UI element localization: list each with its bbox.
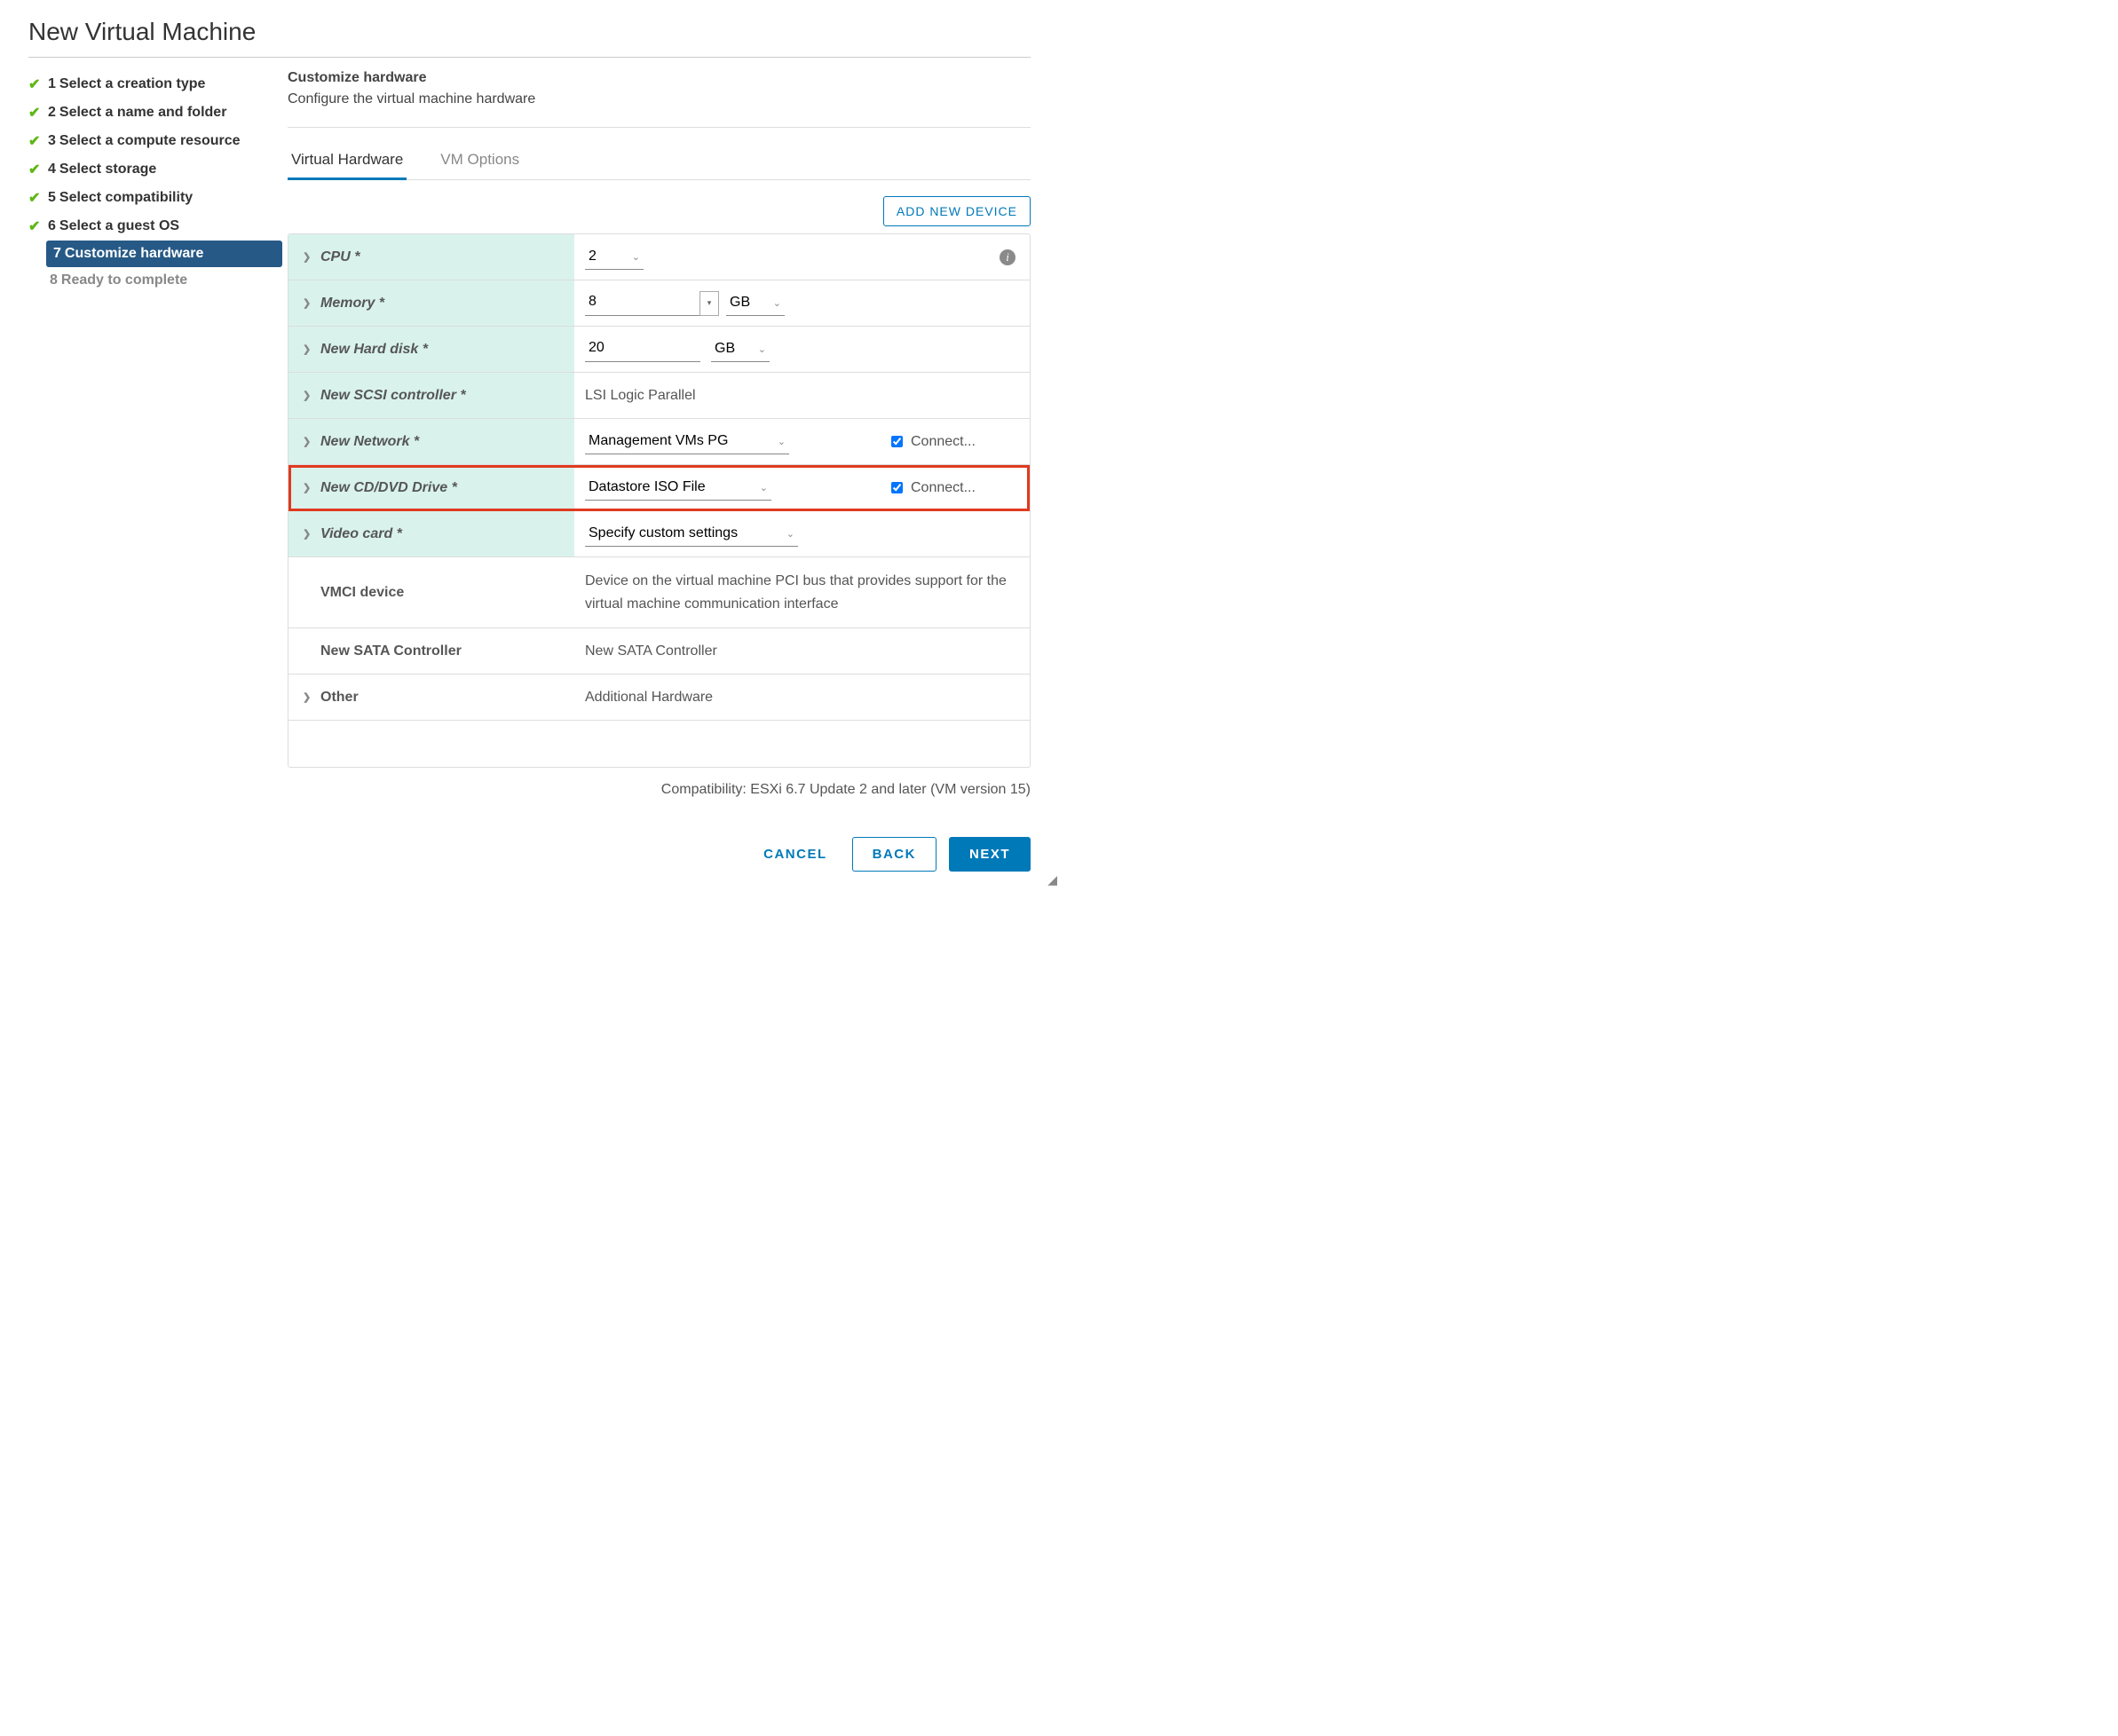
new-vm-dialog: New Virtual Machine ✔ 1 Select a creatio… bbox=[0, 0, 1059, 889]
other-value: Additional Hardware bbox=[574, 675, 1030, 720]
check-icon: ✔ bbox=[28, 161, 48, 178]
row-vmci: VMCI device Device on the virtual machin… bbox=[288, 557, 1030, 628]
tab-vm-options[interactable]: VM Options bbox=[437, 142, 523, 179]
cancel-button[interactable]: CANCEL bbox=[751, 838, 840, 871]
video-card-select[interactable]: Specify custom settings bbox=[585, 522, 798, 547]
connect-label: Connect... bbox=[911, 480, 976, 496]
row-video-card: ❯ Video card * Specify custom settings ⌄ bbox=[288, 511, 1030, 557]
step-6[interactable]: ✔ 6 Select a guest OS bbox=[28, 212, 282, 241]
cd-dvd-label: New CD/DVD Drive * bbox=[320, 480, 457, 496]
network-label: New Network * bbox=[320, 434, 419, 450]
cpu-label: CPU * bbox=[320, 249, 360, 265]
connect-label: Connect... bbox=[911, 434, 976, 450]
add-new-device-button[interactable]: ADD NEW DEVICE bbox=[883, 196, 1031, 226]
check-icon: ✔ bbox=[28, 104, 48, 122]
hardware-table: ❯ CPU * 2 ⌄ i bbox=[288, 233, 1031, 768]
check-icon: ✔ bbox=[28, 189, 48, 207]
tab-virtual-hardware[interactable]: Virtual Hardware bbox=[288, 142, 407, 180]
row-cpu: ❯ CPU * 2 ⌄ i bbox=[288, 234, 1030, 280]
chevron-right-icon[interactable]: ❯ bbox=[303, 297, 310, 309]
step-1[interactable]: ✔ 1 Select a creation type bbox=[28, 70, 282, 99]
chevron-right-icon[interactable]: ❯ bbox=[303, 436, 310, 447]
dialog-footer: CANCEL BACK NEXT bbox=[28, 837, 1031, 872]
check-icon: ✔ bbox=[28, 75, 48, 93]
row-hard-disk: ❯ New Hard disk * GB ⌄ bbox=[288, 327, 1030, 373]
table-footer-blank bbox=[288, 721, 1030, 767]
chevron-right-icon[interactable]: ❯ bbox=[303, 691, 310, 703]
step-2[interactable]: ✔ 2 Select a name and folder bbox=[28, 99, 282, 127]
network-connect-input[interactable] bbox=[891, 436, 903, 447]
resize-handle-icon[interactable]: ◢ bbox=[1047, 872, 1057, 888]
memory-label: Memory * bbox=[320, 296, 384, 312]
wizard-steps: ✔ 1 Select a creation type ✔ 2 Select a … bbox=[28, 70, 282, 798]
vmci-label: VMCI device bbox=[320, 585, 404, 601]
next-button[interactable]: NEXT bbox=[949, 837, 1031, 872]
network-select[interactable]: Management VMs PG bbox=[585, 430, 789, 454]
memory-spinner[interactable]: ▾ bbox=[699, 291, 719, 316]
compatibility-line: Compatibility: ESXi 6.7 Update 2 and lat… bbox=[288, 782, 1031, 798]
step-7[interactable]: 7 Customize hardware bbox=[46, 241, 282, 267]
check-icon: ✔ bbox=[28, 217, 48, 235]
back-button[interactable]: BACK bbox=[852, 837, 937, 872]
row-sata: New SATA Controller New SATA Controller bbox=[288, 628, 1030, 675]
chevron-right-icon[interactable]: ❯ bbox=[303, 528, 310, 540]
hard-disk-label: New Hard disk * bbox=[320, 342, 428, 358]
memory-input[interactable] bbox=[585, 290, 700, 316]
row-other: ❯ Other Additional Hardware bbox=[288, 675, 1030, 721]
disk-unit-select[interactable]: GB bbox=[711, 337, 770, 362]
row-scsi: ❯ New SCSI controller * LSI Logic Parall… bbox=[288, 373, 1030, 419]
cd-dvd-select[interactable]: Datastore ISO File bbox=[585, 476, 771, 501]
step-3[interactable]: ✔ 3 Select a compute resource bbox=[28, 127, 282, 155]
disk-size-input[interactable] bbox=[585, 336, 700, 362]
chevron-right-icon[interactable]: ❯ bbox=[303, 251, 310, 263]
cd-dvd-connect-checkbox[interactable]: Connect... bbox=[888, 479, 976, 496]
scsi-value: LSI Logic Parallel bbox=[574, 373, 888, 418]
cpu-select[interactable]: 2 bbox=[585, 245, 644, 270]
other-label: Other bbox=[320, 690, 359, 706]
chevron-right-icon[interactable]: ❯ bbox=[303, 343, 310, 355]
row-cd-dvd: ❯ New CD/DVD Drive * Datastore ISO File … bbox=[288, 465, 1030, 511]
step-4[interactable]: ✔ 4 Select storage bbox=[28, 155, 282, 184]
step-8: 8 Ready to complete bbox=[50, 267, 282, 294]
chevron-right-icon[interactable]: ❯ bbox=[303, 482, 310, 493]
vmci-value: Device on the virtual machine PCI bus th… bbox=[574, 557, 1030, 627]
step-5[interactable]: ✔ 5 Select compatibility bbox=[28, 184, 282, 212]
section-title: Customize hardware bbox=[288, 70, 1031, 86]
memory-unit-select[interactable]: GB bbox=[726, 291, 785, 316]
tabs: Virtual Hardware VM Options bbox=[288, 142, 1031, 180]
row-network: ❯ New Network * Management VMs PG ⌄ bbox=[288, 419, 1030, 465]
sata-label: New SATA Controller bbox=[320, 643, 462, 659]
cd-dvd-connect-input[interactable] bbox=[891, 482, 903, 493]
check-icon: ✔ bbox=[28, 132, 48, 150]
chevron-right-icon[interactable]: ❯ bbox=[303, 390, 310, 401]
info-icon[interactable]: i bbox=[1000, 249, 1016, 265]
row-memory: ❯ Memory * ▾ GB ⌄ bbox=[288, 280, 1030, 327]
network-connect-checkbox[interactable]: Connect... bbox=[888, 433, 976, 450]
video-card-label: Video card * bbox=[320, 526, 402, 542]
sata-value: New SATA Controller bbox=[574, 628, 1030, 674]
main-panel: Customize hardware Configure the virtual… bbox=[282, 70, 1031, 798]
dialog-title: New Virtual Machine bbox=[28, 18, 1031, 58]
section-subtitle: Configure the virtual machine hardware bbox=[288, 91, 1031, 107]
scsi-label: New SCSI controller * bbox=[320, 388, 466, 404]
